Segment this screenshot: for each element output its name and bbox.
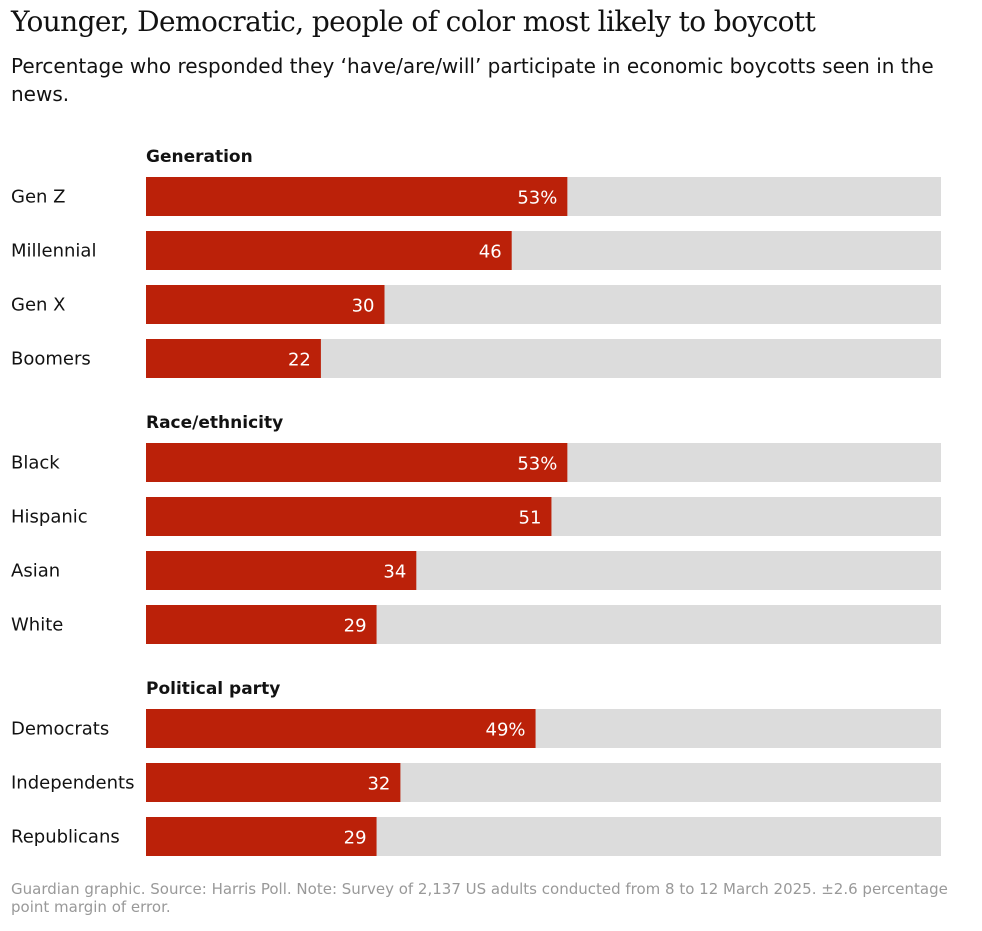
category-label: Gen X xyxy=(11,295,65,316)
value-label: 53% xyxy=(517,454,557,475)
value-label: 53% xyxy=(517,188,557,209)
bar-chart: Generation Gen Z 53% Millennial 46 Gen X 30 Boo… xyxy=(11,147,941,856)
bar xyxy=(146,339,321,378)
category-label: Democrats xyxy=(11,719,109,740)
chart-subtitle: Percentage who responded they ‘have/are/… xyxy=(11,54,934,106)
value-label: 22 xyxy=(288,350,311,371)
bar xyxy=(146,817,377,856)
value-label: 51 xyxy=(519,508,542,529)
bar xyxy=(146,443,568,482)
category-label: Republicans xyxy=(11,827,120,848)
value-label: 32 xyxy=(367,774,390,795)
value-label: 29 xyxy=(344,828,367,849)
bar xyxy=(146,605,377,644)
group-title: Generation xyxy=(146,147,253,167)
value-label: 34 xyxy=(383,562,406,583)
value-label: 49% xyxy=(486,720,526,741)
value-label: 46 xyxy=(479,242,502,263)
category-label: Millennial xyxy=(11,241,96,262)
bar xyxy=(146,709,536,748)
category-label: Hispanic xyxy=(11,507,88,528)
source-note: Guardian graphic. Source: Harris Poll. N… xyxy=(11,880,948,916)
group-title: Race/ethnicity xyxy=(146,413,283,433)
bar xyxy=(146,497,552,536)
category-label: Gen Z xyxy=(11,187,65,208)
category-label: Independents xyxy=(11,773,134,794)
value-label: 29 xyxy=(344,616,367,637)
category-label: Black xyxy=(11,453,60,474)
bar xyxy=(146,763,401,802)
chart-title: Younger, Democratic, people of color mos… xyxy=(11,5,816,38)
bar xyxy=(146,231,512,270)
bar xyxy=(146,551,417,590)
category-label: White xyxy=(11,615,63,636)
group-title: Political party xyxy=(146,679,280,699)
bar xyxy=(146,285,385,324)
category-label: Boomers xyxy=(11,349,91,370)
value-label: 30 xyxy=(352,296,375,317)
category-label: Asian xyxy=(11,561,60,582)
bar xyxy=(146,177,568,216)
